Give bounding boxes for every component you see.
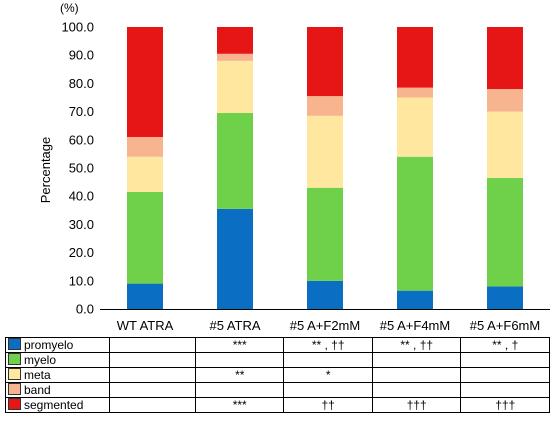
sig-mark-cell: *** — [195, 397, 285, 413]
bar-segment-segmented — [307, 27, 343, 97]
legend-swatch — [8, 353, 21, 365]
y-axis-label: Percentage — [38, 137, 53, 204]
bar-segment-promyelo — [217, 208, 253, 309]
y-tick-label: 90.0 — [69, 48, 94, 63]
y-tick-label: 20.0 — [69, 245, 94, 260]
sig-mark-cell — [108, 397, 197, 413]
sig-mark-cell — [460, 367, 550, 383]
bar-segment-promyelo — [487, 286, 523, 309]
bar-segment-myelo — [127, 191, 163, 284]
significance-table: promyelo *** ** , †† ** , †† ** , † myelo meta… — [5, 337, 550, 413]
bar-segment-meta — [217, 60, 253, 114]
sig-mark-cell — [371, 367, 462, 383]
y-tick-label: 30.0 — [69, 217, 94, 232]
sig-mark-cell — [108, 337, 197, 353]
y-tick-label: 70.0 — [69, 104, 94, 119]
legend-cell: meta — [5, 367, 110, 383]
legend-swatch — [8, 338, 21, 350]
sig-mark-cell: ** — [195, 367, 285, 383]
sig-mark-cell: ** , † — [460, 337, 550, 353]
sig-mark-cell: ** , †† — [371, 337, 462, 353]
legend-label: promyelo — [24, 338, 74, 352]
bar-segment-segmented — [127, 27, 163, 137]
bar-segment-myelo — [217, 113, 253, 209]
legend-cell: myelo — [5, 352, 110, 368]
sig-mark-cell — [460, 352, 550, 368]
y-tick-label: 40.0 — [69, 189, 94, 204]
y-tick-label: 50.0 — [69, 161, 94, 176]
sig-mark-cell — [108, 382, 197, 398]
legend-label: myelo — [24, 353, 57, 367]
sig-mark-cell: ††† — [371, 397, 462, 413]
bar-segment-meta — [397, 97, 433, 157]
bar-segment-band — [217, 53, 253, 61]
y-tick-label: 100.0 — [61, 20, 94, 35]
y-axis-ticks: 0.0 10.0 20.0 30.0 40.0 50.0 60.0 70.0 80.0 90.0 1… — [61, 20, 94, 317]
bar-segment-myelo — [307, 187, 343, 281]
bar-segment-segmented — [397, 27, 433, 88]
sig-mark-cell: ** , †† — [283, 337, 373, 353]
legend-swatch — [8, 368, 21, 380]
x-category-label: #5 A+F2mM — [290, 318, 360, 333]
sig-mark-cell — [108, 352, 197, 368]
legend-label: meta — [24, 368, 51, 382]
bar-segment-segmented — [487, 27, 523, 90]
bar-segment-meta — [307, 115, 343, 188]
sig-mark-cell — [108, 367, 197, 383]
bar-segment-promyelo — [127, 283, 163, 309]
sig-mark-cell: *** — [195, 337, 285, 353]
bar-segment-band — [397, 87, 433, 98]
bar-segment-band — [487, 89, 523, 112]
bar-segment-segmented — [217, 27, 253, 54]
y-tick-label: 0.0 — [76, 302, 94, 317]
sig-mark-cell — [195, 382, 285, 398]
bar-segment-band — [127, 136, 163, 157]
x-category-label: #5 A+F6mM — [470, 318, 540, 333]
sig-row-segmented: segmented *** †† ††† ††† — [5, 397, 550, 413]
legend-cell: band — [5, 382, 110, 398]
bar-stacks — [127, 27, 523, 309]
y-tick-label: 10.0 — [69, 273, 94, 288]
sig-mark-cell: * — [283, 367, 373, 383]
sig-mark-cell — [195, 352, 285, 368]
legend-swatch — [8, 398, 21, 410]
bar-segment-myelo — [397, 156, 433, 291]
sig-row-myelo: myelo — [5, 352, 550, 368]
legend-label: segmented — [24, 398, 84, 412]
sig-mark-cell: ††† — [460, 397, 550, 413]
legend-cell: segmented — [5, 397, 110, 413]
bar-segment-promyelo — [397, 290, 433, 309]
y-tick-label: 80.0 — [69, 76, 94, 91]
sig-row-meta: meta ** * — [5, 367, 550, 383]
legend-swatch — [8, 383, 21, 395]
x-category-label: WT ATRA — [117, 318, 174, 333]
sig-mark-cell — [460, 382, 550, 398]
legend-cell: promyelo — [5, 337, 110, 353]
sig-mark-cell — [371, 352, 462, 368]
stacked-bar-chart: (%) Percentage 0.0 10.0 20.0 30.0 40.0 50.0 60… — [38, 1, 550, 333]
sig-mark-cell — [283, 352, 373, 368]
bar-segment-myelo — [487, 177, 523, 287]
bar-segment-promyelo — [307, 280, 343, 309]
bar-segment-meta — [127, 156, 163, 192]
y-tick-label: 60.0 — [69, 132, 94, 147]
x-category-label: #5 A+F4mM — [380, 318, 450, 333]
y-unit-label: (%) — [60, 1, 79, 15]
sig-mark-cell — [371, 382, 462, 398]
x-axis-categories: WT ATRA #5 ATRA #5 A+F2mM #5 A+F4mM #5 A+F6m… — [117, 318, 541, 333]
bar-segment-meta — [487, 111, 523, 178]
bar-segment-band — [307, 96, 343, 116]
sig-row-band: band — [5, 382, 550, 398]
sig-mark-cell — [283, 382, 373, 398]
x-category-label: #5 ATRA — [209, 318, 260, 333]
legend-label: band — [24, 383, 51, 397]
sig-row-promyelo: promyelo *** ** , †† ** , †† ** , † — [5, 337, 550, 353]
sig-mark-cell: †† — [283, 397, 373, 413]
